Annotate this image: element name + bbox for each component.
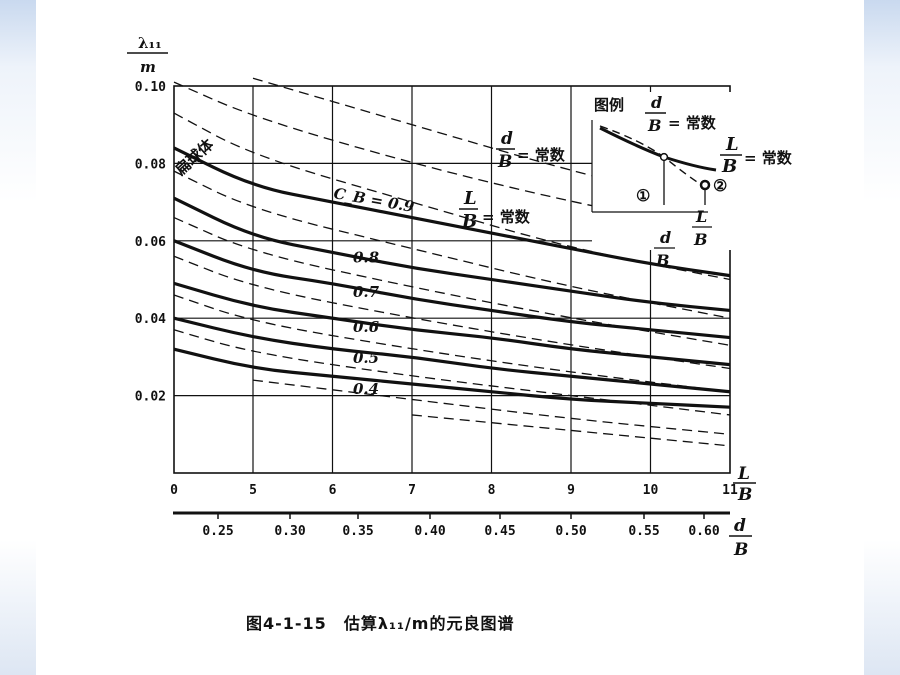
series-label-0.7: 0.7	[353, 283, 380, 301]
dashed-curve-3	[173, 170, 731, 319]
y-tick-label: 0.04	[135, 312, 166, 327]
svg-text:= 常数: = 常数	[668, 114, 717, 132]
svg-text:d: d	[660, 228, 671, 247]
x2-tick-label: 0.45	[484, 524, 515, 539]
x-tick-label: 6	[329, 483, 337, 498]
legend: 图例 d B = 常数 ① ② L B d B	[591, 92, 732, 270]
y-tick-label: 0.08	[135, 157, 166, 172]
ellipsoid-label: 扁球体	[172, 135, 218, 179]
svg-text:B: B	[461, 211, 477, 232]
x-tick-label: 10	[643, 483, 659, 498]
dashed-curve-7	[173, 329, 731, 416]
x-axis-label-bottom: B	[737, 485, 752, 505]
series-labels: 0.8 0.7 0.6 0.5 0.4	[353, 248, 380, 398]
legend-marker-1: ①	[636, 186, 650, 205]
x-tick-label: 0	[170, 483, 178, 498]
legend-marker-2: ②	[713, 176, 727, 195]
series-line-0.7	[173, 239, 731, 340]
figure-caption: 图4-1-15 估算λ₁₁/m的元良图谱	[246, 614, 515, 633]
dashed-curve-0	[173, 81, 731, 234]
svg-text:d: d	[651, 93, 662, 112]
dashed-curve-4	[173, 216, 731, 346]
x2-tick-labels: 0.25 0.30 0.35 0.40 0.45 0.50 0.55 0.60	[202, 513, 720, 539]
series-line-0.4	[173, 347, 731, 409]
x2-tick-label: 0.30	[274, 524, 305, 539]
x2-tick-label: 0.25	[202, 524, 233, 539]
y-tick-label: 0.06	[135, 235, 166, 250]
solid-curve-label: L B = 常数	[459, 188, 531, 232]
x-axis-label-top: L	[737, 464, 750, 484]
x2-tick-label: 0.35	[342, 524, 373, 539]
x-tick-label: 5	[249, 483, 257, 498]
x-tick-labels: 0 5 6 7 8 9 10 11	[170, 483, 738, 498]
svg-text:= 常数: = 常数	[517, 146, 566, 164]
x2-axis-label-bottom: B	[733, 540, 748, 560]
svg-text:d: d	[501, 129, 513, 149]
y-tick-labels: 0.10 0.08 0.06 0.04 0.02	[135, 80, 166, 405]
slide-right-border	[864, 0, 900, 675]
series-line-0.5	[173, 316, 731, 394]
svg-text:B: B	[721, 156, 737, 177]
dashed-curve-8	[252, 379, 731, 435]
y-tick-label: 0.10	[135, 80, 166, 95]
series-label-0.6: 0.6	[353, 318, 380, 336]
solid-curves	[173, 146, 731, 409]
x2-axis-label-top: d	[734, 516, 746, 536]
svg-text:B: B	[497, 152, 512, 172]
series-label-0.5: 0.5	[353, 349, 379, 367]
series-label-0.8: 0.8	[353, 248, 380, 266]
x2-tick-label: 0.60	[688, 524, 719, 539]
dashed-curve-label: d B = 常数	[496, 129, 566, 172]
series-line-0.6	[173, 281, 731, 367]
series-line-0.9	[173, 146, 731, 278]
x-tick-label: 8	[488, 483, 496, 498]
series-label-0.4: 0.4	[353, 380, 379, 398]
svg-text:B: B	[647, 116, 662, 135]
x-tick-label: 9	[567, 483, 575, 498]
y-tick-label: 0.02	[135, 390, 166, 405]
series-line-0.8	[173, 196, 731, 313]
x2-tick-label: 0.55	[628, 524, 659, 539]
svg-text:= 常数: = 常数	[744, 149, 793, 167]
x2-tick-label: 0.50	[555, 524, 586, 539]
x-tick-label: 7	[408, 483, 416, 498]
svg-text:= 常数: = 常数	[482, 208, 531, 226]
dashed-curve-5	[173, 255, 731, 370]
svg-text:L: L	[695, 207, 707, 226]
dashed-curve-6	[173, 294, 731, 393]
legend-title: 图例	[594, 96, 624, 114]
svg-text:L: L	[463, 188, 477, 209]
dashed-curves	[173, 77, 731, 447]
solid-curve-label-right: L B = 常数	[720, 134, 793, 177]
x2-tick-label: 0.40	[414, 524, 445, 539]
svg-text:B: B	[655, 251, 670, 270]
slide-left-border	[0, 0, 36, 675]
x-tick-label: 11	[722, 483, 738, 498]
y-axis-label-bottom: m	[140, 58, 156, 76]
y-axis-label-top: λ₁₁	[138, 34, 162, 52]
svg-text:L: L	[725, 134, 739, 155]
svg-text:B: B	[693, 230, 708, 249]
dashed-curve-9	[411, 414, 731, 447]
